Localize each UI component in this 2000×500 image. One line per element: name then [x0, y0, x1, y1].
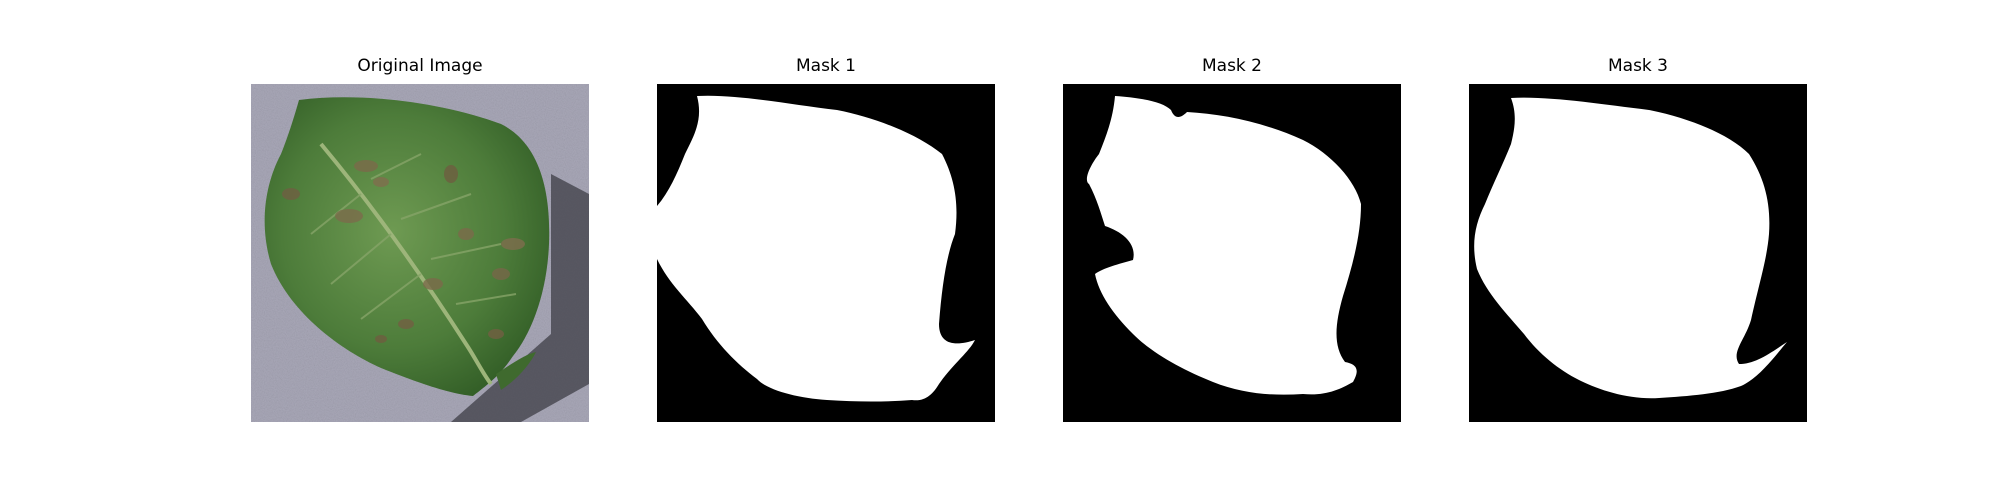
mask-2-image: [1063, 84, 1401, 422]
panel-title: Original Image: [357, 56, 483, 76]
mask-3-image: [1469, 84, 1807, 422]
original-leaf-image: [251, 84, 589, 422]
mask-1-image: [657, 84, 995, 422]
panel-title: Mask 2: [1201, 56, 1262, 76]
panel-title: Mask 3: [1607, 56, 1668, 76]
panel-title: Mask 1: [795, 56, 856, 76]
